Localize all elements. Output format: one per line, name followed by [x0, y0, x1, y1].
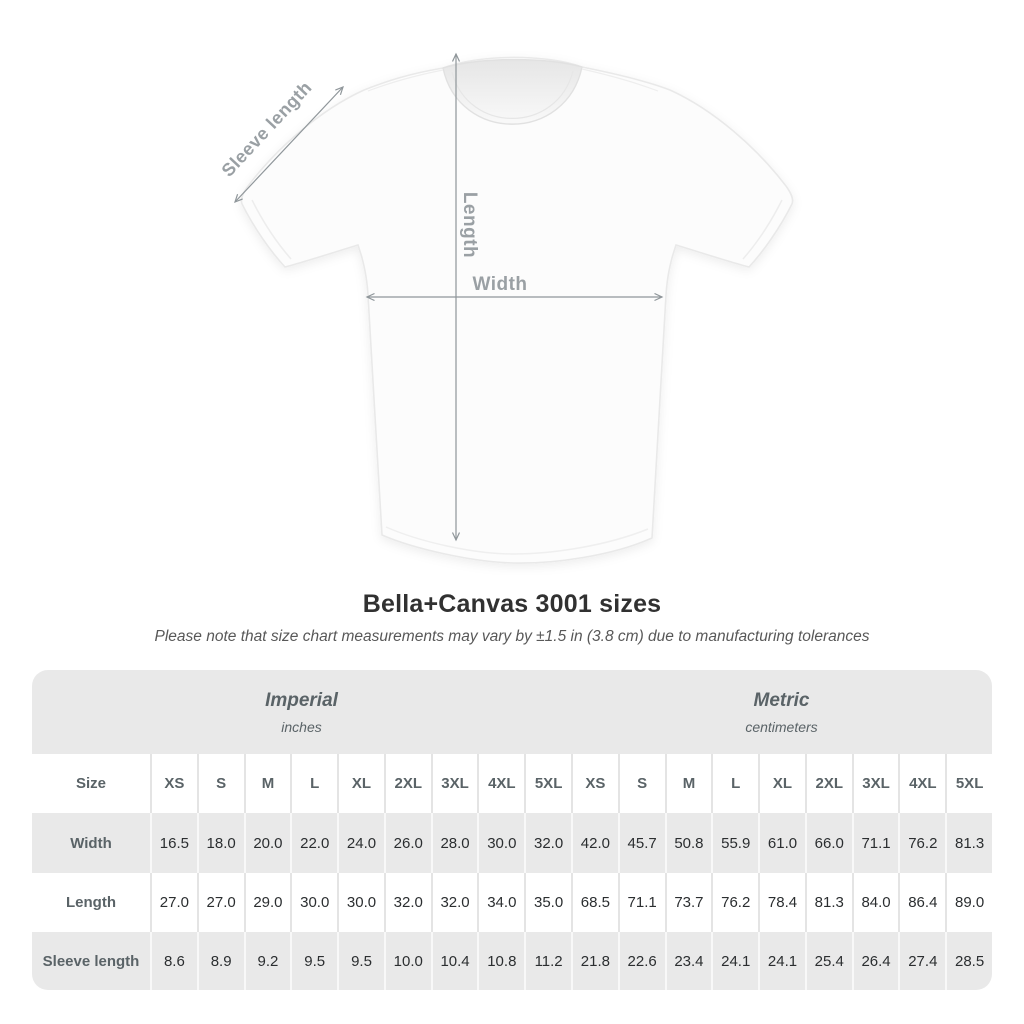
- value-cell-imperial: 16.5: [150, 813, 197, 873]
- size-header-metric: XS: [571, 754, 618, 813]
- value-cell-imperial: 27.0: [150, 873, 197, 932]
- length-label: Length: [459, 192, 480, 258]
- tshirt-diagram: Length Width Sleeve length: [218, 0, 794, 564]
- row-label: Width: [32, 813, 150, 873]
- tshirt-shape: [240, 56, 794, 564]
- metric-subtitle: centimeters: [745, 718, 818, 735]
- value-cell-imperial: 9.5: [290, 932, 338, 990]
- row-label: Length: [32, 873, 150, 932]
- value-cell-metric: 24.1: [758, 932, 805, 990]
- size-header-imperial: L: [290, 754, 338, 813]
- unit-group-metric: Metric centimeters: [571, 670, 992, 754]
- size-column-header: Size: [32, 754, 150, 813]
- size-header-metric: M: [664, 754, 712, 813]
- value-cell-imperial: 24.0: [337, 813, 384, 873]
- value-cell-metric: 25.4: [804, 932, 852, 990]
- value-cell-imperial: 18.0: [196, 813, 244, 873]
- value-cell-metric: 81.3: [804, 873, 852, 932]
- value-cell-imperial: 10.0: [383, 932, 431, 990]
- value-cell-metric: 78.4: [758, 873, 805, 932]
- page-title: Bella+Canvas 3001 sizes: [362, 590, 662, 618]
- unit-group-imperial: Imperial inches: [32, 670, 571, 754]
- size-header-metric: 2XL: [804, 754, 852, 813]
- value-cell-metric: 55.9: [711, 813, 759, 873]
- size-header-imperial: 5XL: [524, 754, 571, 813]
- value-cell-metric: 61.0: [758, 813, 805, 873]
- size-header-imperial: S: [196, 754, 244, 813]
- value-cell-metric: 27.4: [898, 932, 946, 990]
- size-header-imperial: XS: [150, 754, 197, 813]
- value-cell-imperial: 30.0: [290, 873, 338, 932]
- value-cell-imperial: 8.9: [196, 932, 244, 990]
- size-table: Imperial inches Metric centimeters Size X…: [32, 670, 992, 990]
- size-header-metric: 5XL: [945, 754, 992, 813]
- value-cell-imperial: 26.0: [383, 813, 431, 873]
- value-cell-imperial: 9.5: [337, 932, 384, 990]
- value-cell-imperial: 35.0: [524, 873, 571, 932]
- size-header-imperial: 4XL: [477, 754, 525, 813]
- value-cell-imperial: 32.0: [430, 873, 478, 932]
- value-cell-metric: 26.4: [851, 932, 899, 990]
- value-cell-imperial: 8.6: [150, 932, 197, 990]
- value-cell-imperial: 28.0: [430, 813, 478, 873]
- value-cell-imperial: 30.0: [337, 873, 384, 932]
- size-header-metric: S: [617, 754, 665, 813]
- value-cell-metric: 89.0: [945, 873, 992, 932]
- imperial-title: Imperial: [265, 689, 338, 711]
- value-cell-metric: 76.2: [898, 813, 946, 873]
- value-cell-metric: 50.8: [664, 813, 712, 873]
- value-cell-imperial: 10.4: [430, 932, 478, 990]
- value-cell-metric: 71.1: [617, 873, 665, 932]
- value-cell-metric: 24.1: [711, 932, 759, 990]
- row-label: Sleeve length: [32, 932, 150, 990]
- value-cell-imperial: 9.2: [243, 932, 291, 990]
- value-cell-metric: 73.7: [664, 873, 712, 932]
- value-cell-metric: 21.8: [571, 932, 618, 990]
- value-cell-imperial: 22.0: [290, 813, 338, 873]
- imperial-subtitle: inches: [281, 718, 322, 735]
- value-cell-imperial: 30.0: [477, 813, 525, 873]
- value-cell-imperial: 32.0: [383, 873, 431, 932]
- value-cell-metric: 86.4: [898, 873, 946, 932]
- value-cell-metric: 76.2: [711, 873, 759, 932]
- value-cell-metric: 45.7: [617, 813, 665, 873]
- metric-title: Metric: [753, 689, 810, 711]
- tolerance-note: Please note that size chart measurements…: [154, 628, 870, 645]
- tshirt-figure: Length Width Sleeve length: [218, 0, 794, 564]
- value-cell-metric: 68.5: [571, 873, 618, 932]
- width-label: Width: [472, 274, 527, 295]
- size-header-metric: L: [711, 754, 759, 813]
- size-header-imperial: 3XL: [430, 754, 478, 813]
- value-cell-metric: 22.6: [617, 932, 665, 990]
- size-header-imperial: 2XL: [383, 754, 431, 813]
- sleeve-length-arrow: [235, 87, 343, 202]
- value-cell-imperial: 10.8: [477, 932, 525, 990]
- value-cell-metric: 71.1: [851, 813, 899, 873]
- value-cell-imperial: 29.0: [243, 873, 291, 932]
- value-cell-imperial: 27.0: [196, 873, 244, 932]
- value-cell-metric: 84.0: [851, 873, 899, 932]
- value-cell-metric: 23.4: [664, 932, 712, 990]
- value-cell-metric: 42.0: [571, 813, 618, 873]
- value-cell-metric: 81.3: [945, 813, 992, 873]
- title-block: Bella+Canvas 3001 sizes Please note that…: [0, 590, 1024, 646]
- size-header-imperial: XL: [337, 754, 384, 813]
- measurement-annotations: [235, 54, 662, 540]
- size-header-metric: 4XL: [898, 754, 946, 813]
- value-cell-imperial: 34.0: [477, 873, 525, 932]
- value-cell-metric: 66.0: [804, 813, 852, 873]
- size-header-imperial: M: [243, 754, 291, 813]
- size-header-metric: XL: [758, 754, 805, 813]
- value-cell-imperial: 11.2: [524, 932, 571, 990]
- size-header-metric: 3XL: [851, 754, 899, 813]
- value-cell-imperial: 32.0: [524, 813, 571, 873]
- value-cell-metric: 28.5: [945, 932, 992, 990]
- value-cell-imperial: 20.0: [243, 813, 291, 873]
